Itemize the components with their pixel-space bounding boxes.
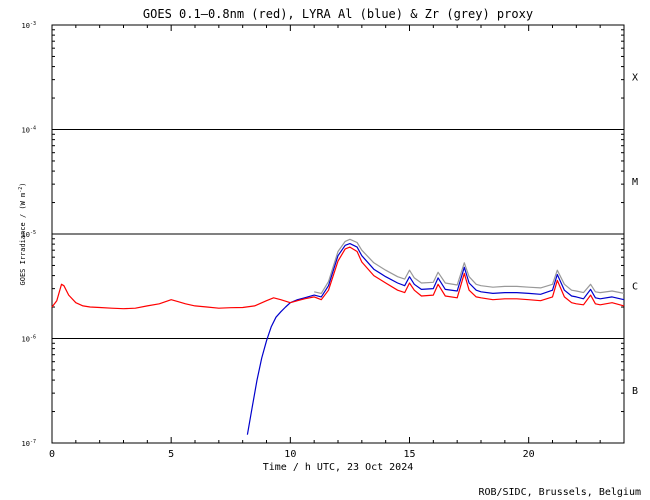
x-axis-label: Time / h UTC, 23 Oct 2024 [263,462,414,473]
x-axis-ticks: 0 5 10 15 20 [49,25,601,460]
y-axis-label-main: GOES Irradiance / (W m [19,193,27,286]
x-tick-label-3: 15 [403,449,415,460]
y-tick-label-4: 10-7 [22,439,36,448]
x-tick-label-4: 20 [523,449,535,460]
y-axis-label: GOES Irradiance / (W m-2) [18,183,27,286]
flare-class-x: X [632,72,638,83]
series-line-lyra-al-proxy [246,243,625,435]
series-line-goes-0-1-0-8nm [51,246,625,310]
credit-text: ROB/SIDC, Brussels, Belgium [478,487,641,498]
data-series [51,238,625,435]
y-axis-ticks: 10-3 10-4 10-5 10-6 10-7 [22,21,624,448]
flare-class-m: M [632,177,638,188]
y-axis-label-exponent: -2 [18,187,24,193]
y-tick-label-3: 10-6 [22,335,36,344]
y-tick-label-1: 10-4 [22,126,36,135]
series-line-lyra-zr-proxy [314,238,625,294]
y-axis-label-close: ) [19,183,27,187]
chart-title: GOES 0.1–0.8nm (red), LYRA Al (blue) & Z… [143,7,533,21]
y-tick-label-0: 10-3 [22,21,36,30]
x-tick-label-1: 5 [168,449,174,460]
flare-class-c: C [632,281,638,292]
x-tick-label-2: 10 [284,449,296,460]
flare-class-b: B [632,386,638,397]
flare-class-lines [52,129,624,339]
x-tick-label-0: 0 [49,449,55,460]
y-tick-label-2: 10-5 [22,230,36,239]
flare-class-labels: X M C B [632,72,638,397]
